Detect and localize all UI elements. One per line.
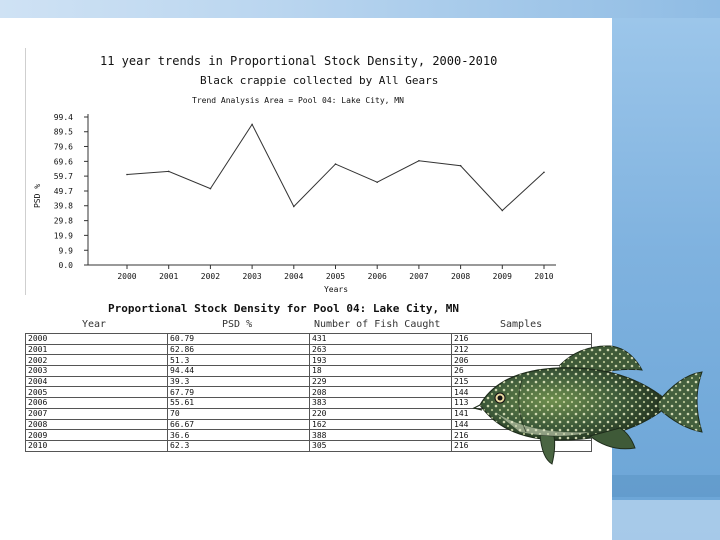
psd-data-point (167, 170, 170, 173)
table-cell: 2000 (25, 333, 168, 345)
y-axis-label: PSD % (33, 184, 42, 208)
table-cell: 388 (309, 429, 452, 441)
psd-line-chart: 0.0 9.9 19.9 29.8 39.8 49.7 59.7 69.6 79.6 89.5 99… (33, 113, 556, 294)
x-tick-label: 2008 (451, 272, 470, 281)
table-cell: 162 (309, 418, 452, 431)
table-row: 2001 62.86 263 212 (25, 343, 592, 356)
table-cell: 2002 (25, 354, 168, 367)
table-cell: 220 (309, 407, 452, 420)
y-tick-label: 29.8 (54, 217, 73, 226)
table-cell: 229 (309, 375, 452, 388)
table-cell: 2003 (25, 365, 168, 377)
slide-card (0, 18, 612, 540)
table-cell: 60.79 (167, 333, 310, 345)
psd-series-line (126, 123, 545, 212)
x-tick-label: 2007 (409, 272, 428, 281)
top-blue-band (0, 0, 720, 18)
y-tick-label: 19.9 (54, 231, 73, 240)
table-cell: 55.61 (167, 397, 310, 409)
table-cell: 36.6 (167, 429, 310, 441)
x-tick-label: 2003 (242, 272, 261, 281)
y-tick-label: 9.9 (59, 246, 74, 255)
y-tick-label: 89.5 (54, 128, 73, 137)
table-header-samples: Samples (500, 319, 543, 330)
y-tick-label: 99.4 (54, 113, 73, 122)
table-cell: 2005 (25, 386, 168, 399)
psd-data-point (251, 123, 253, 126)
psd-data-point (418, 159, 420, 162)
chart-frame (25, 48, 561, 295)
table-row: 2002 51.3 193 206 (25, 354, 592, 367)
table-header-psd: PSD % (222, 319, 253, 330)
table-cell: 39.3 (167, 375, 310, 388)
x-tick-label: 2000 (117, 272, 136, 281)
y-tick-label: 69.6 (54, 157, 73, 166)
table-cell: 94.44 (167, 365, 310, 377)
psd-data-point (376, 181, 379, 184)
y-tick-label: 59.7 (54, 172, 73, 181)
right-light-stripe (612, 500, 720, 540)
table-cell: 70 (167, 407, 310, 420)
psd-data-point (209, 187, 212, 190)
table-row: 2000 60.79 431 216 (25, 333, 592, 345)
table-cell: 2010 (25, 439, 168, 452)
x-tick-label: 2001 (159, 272, 178, 281)
y-tick-label: 79.6 (54, 142, 73, 151)
table-cell: 383 (309, 397, 452, 409)
crappie-fish-icon (472, 345, 703, 465)
chart-title: 11 year trends in Proportional Stock Den… (100, 54, 498, 68)
table-row: 2003 94.44 18 26 (25, 365, 592, 377)
table-header-year: Year (82, 319, 107, 330)
chart-subtitle-area: Trend Analysis Area = Pool 04: Lake City… (192, 96, 404, 105)
table-cell: 67.79 (167, 386, 310, 399)
x-tick-label: 2005 (326, 272, 345, 281)
table-cell: 2006 (25, 397, 168, 409)
table-title: Proportional Stock Density for Pool 04: … (108, 302, 459, 315)
right-blue-stripe (612, 475, 720, 497)
psd-data-point (501, 209, 504, 212)
x-tick-label: 2004 (284, 272, 303, 281)
right-blue-panel (612, 18, 720, 540)
y-tick-label: 0.0 (59, 261, 74, 270)
table-cell: 62.86 (167, 343, 310, 356)
table-row: 2010 62.3 305 216 (25, 439, 592, 452)
table-header-fish-caught: Number of Fish Caught (314, 319, 441, 330)
psd-data-point (459, 164, 462, 167)
psd-data-point (126, 173, 128, 176)
x-tick-label: 2009 (493, 272, 512, 281)
table-cell: 193 (309, 354, 452, 367)
table-cell: 431 (309, 333, 452, 345)
table-cell: 2001 (25, 343, 168, 356)
table-cell: 305 (309, 439, 452, 452)
psd-data-point (334, 163, 337, 165)
y-tick-label: 49.7 (54, 187, 73, 196)
chart-subtitle: Black crappie collected by All Gears (200, 74, 439, 87)
x-axis-label: Years (324, 285, 348, 294)
table-cell: 216 (451, 333, 592, 345)
table-cell: 2009 (25, 429, 168, 441)
x-tick-label: 2010 (534, 272, 553, 281)
table-cell: 208 (309, 386, 452, 399)
table-cell: 62.3 (167, 439, 310, 452)
table-cell: 2007 (25, 407, 168, 420)
table-cell: 18 (309, 365, 452, 377)
table-cell: 2004 (25, 375, 168, 388)
table-cell: 2008 (25, 418, 168, 431)
table-cell: 51.3 (167, 354, 310, 367)
y-tick-label: 39.8 (54, 202, 73, 211)
table-cell: 216 (451, 439, 592, 452)
table-cell: 263 (309, 343, 452, 356)
x-tick-label: 2002 (201, 272, 220, 281)
psd-data-point (543, 171, 545, 174)
psd-data-point (293, 205, 295, 208)
table-cell: 66.67 (167, 418, 310, 431)
x-tick-label: 2006 (368, 272, 387, 281)
